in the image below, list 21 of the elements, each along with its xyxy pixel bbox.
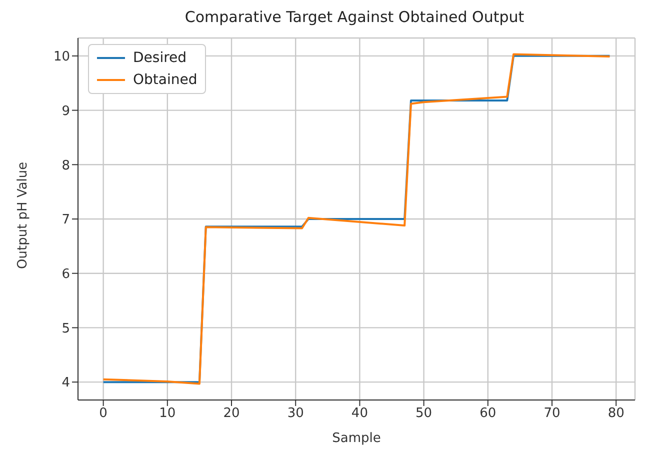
y-tick-label: 8 — [62, 158, 70, 174]
x-tick-label: 50 — [416, 406, 432, 422]
x-tick-label: 40 — [351, 406, 368, 422]
legend-label: Obtained — [133, 71, 198, 90]
x-tick-label: 10 — [159, 406, 176, 422]
chart-title: Comparative Target Against Obtained Output — [184, 8, 526, 28]
y-axis-title: Output pH Value — [16, 162, 31, 269]
x-tick-label: 70 — [544, 406, 560, 422]
y-tick-label: 9 — [62, 104, 70, 119]
legend-label: Desired — [133, 49, 187, 68]
x-tick-label: 0 — [99, 406, 108, 422]
y-tick-label: 6 — [62, 266, 70, 282]
x-tick-label: 60 — [480, 406, 496, 422]
x-tick-label: 80 — [608, 406, 624, 422]
x-tick-label: 30 — [287, 406, 304, 422]
y-tick-label: 4 — [62, 376, 70, 391]
x-tick-label: 20 — [223, 406, 240, 422]
y-tick-label: 5 — [62, 321, 70, 336]
y-tick-label: 10 — [53, 50, 70, 65]
x-axis-title: Sample — [332, 431, 381, 446]
y-tick-label: 7 — [62, 212, 70, 228]
